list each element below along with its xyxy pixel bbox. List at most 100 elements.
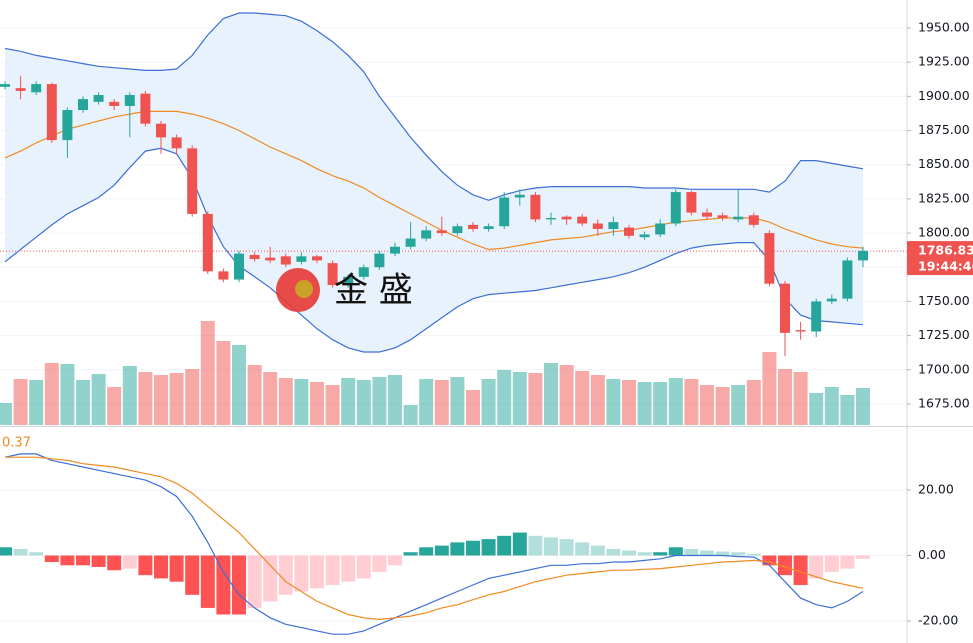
histogram-bar	[544, 537, 558, 556]
histogram-bar	[668, 547, 683, 556]
candle-body	[858, 250, 868, 261]
histogram-bar	[138, 555, 153, 576]
candle-body	[670, 192, 681, 224]
candle-body	[499, 197, 510, 227]
y-tick-label: 0.00	[918, 547, 946, 562]
logo-inner	[295, 280, 313, 298]
indicator-readout: 0.37	[2, 436, 31, 451]
histogram-bar	[107, 555, 122, 571]
volume-bar	[637, 382, 652, 425]
volume-bar	[528, 373, 543, 425]
volume-bar	[278, 378, 293, 425]
histogram-bar	[497, 535, 512, 556]
volume-bar	[107, 387, 122, 425]
candle-body	[452, 226, 463, 234]
y-tick-label: 1750.00	[918, 293, 970, 308]
candle-body	[639, 234, 650, 238]
candle-body	[202, 213, 213, 272]
histogram-bar	[341, 555, 356, 582]
y-tick-label: 1900.00	[918, 88, 970, 103]
histogram-bar	[60, 555, 75, 566]
histogram-bar	[575, 542, 590, 556]
histogram-bar	[122, 555, 137, 569]
band-upper	[4, 12, 864, 201]
volume-bar	[419, 379, 434, 425]
histogram-bar	[232, 555, 246, 615]
candle-body	[312, 256, 322, 261]
plot-area: 金 盛 0.37	[0, 12, 907, 635]
histogram-bar	[528, 535, 543, 556]
watermark: 金 盛	[334, 271, 413, 311]
histogram-bar	[434, 545, 449, 556]
candle-body	[78, 99, 88, 111]
volume-bar	[372, 377, 387, 425]
histogram-bar	[512, 532, 527, 556]
candle-body	[234, 253, 244, 280]
candle-body	[124, 95, 135, 106]
candle-body	[0, 84, 10, 87]
histogram-bar	[0, 547, 12, 556]
volume-bar	[200, 321, 215, 425]
volume-bar	[856, 388, 870, 425]
time-label: 19:44:46	[918, 259, 973, 274]
candle-body	[171, 137, 182, 149]
histogram-bar	[590, 545, 605, 556]
histogram-bar	[76, 555, 90, 566]
price-axis	[907, 0, 973, 643]
volume-bar	[44, 363, 59, 425]
y-tick-label: 1875.00	[918, 122, 970, 137]
volume-bar	[29, 380, 44, 425]
candle-body	[795, 330, 806, 332]
volume-bar	[778, 369, 792, 425]
band-lower	[4, 147, 864, 353]
candle-body	[686, 192, 697, 213]
y-tick-label: 1850.00	[918, 156, 970, 171]
volume-bar	[762, 352, 777, 425]
histogram-bar	[450, 542, 465, 556]
last-price-label: 1786.83	[918, 243, 973, 258]
volume-bar	[13, 379, 28, 425]
volume-bar	[512, 372, 527, 425]
histogram-bar	[91, 555, 106, 567]
histogram-bar	[622, 550, 636, 556]
histogram-bar	[310, 555, 324, 589]
candle-body	[390, 246, 400, 254]
histogram-bar	[356, 555, 371, 579]
histogram-bar	[559, 539, 574, 556]
histogram-bar	[746, 553, 761, 556]
volume-bar	[154, 375, 168, 425]
histogram-bar	[793, 555, 808, 585]
candle-body	[218, 271, 229, 280]
candle-body	[187, 148, 198, 214]
volume-bar	[356, 380, 371, 425]
candle-body	[717, 215, 728, 219]
candle-body	[46, 84, 57, 141]
volume-bar	[824, 387, 839, 425]
y-tick-label: 1800.00	[918, 225, 970, 240]
candle-body	[140, 93, 151, 124]
volume-bar	[138, 372, 153, 425]
volume-bar	[434, 380, 449, 425]
volume-bar	[715, 387, 730, 425]
volume-bar	[684, 379, 699, 425]
volume-bar	[622, 380, 636, 425]
candle-body	[109, 101, 120, 106]
y-tick-label: 1725.00	[918, 327, 970, 342]
y-tick-label: 1825.00	[918, 190, 970, 205]
candle-body	[592, 223, 603, 229]
candle-body	[343, 276, 354, 286]
candle-body	[514, 194, 525, 198]
histogram-bar	[809, 555, 824, 579]
candle-body	[421, 230, 432, 239]
volume-bar	[403, 405, 418, 425]
volume-bar	[559, 365, 574, 425]
candle-body	[764, 233, 775, 284]
volume-bar	[169, 373, 184, 425]
candle-body	[405, 238, 416, 247]
histogram-bar	[637, 552, 652, 556]
volume-bar	[544, 363, 558, 425]
volume-bar	[700, 385, 714, 425]
candle-body	[748, 215, 759, 225]
axis-labels: 1675.001700.001725.001750.001775.001800.…	[907, 20, 973, 628]
candle-body	[62, 110, 73, 141]
